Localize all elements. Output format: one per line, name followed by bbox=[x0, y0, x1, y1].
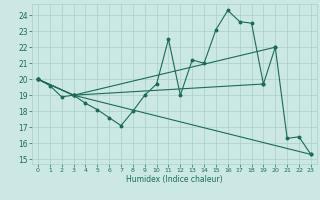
X-axis label: Humidex (Indice chaleur): Humidex (Indice chaleur) bbox=[126, 175, 223, 184]
